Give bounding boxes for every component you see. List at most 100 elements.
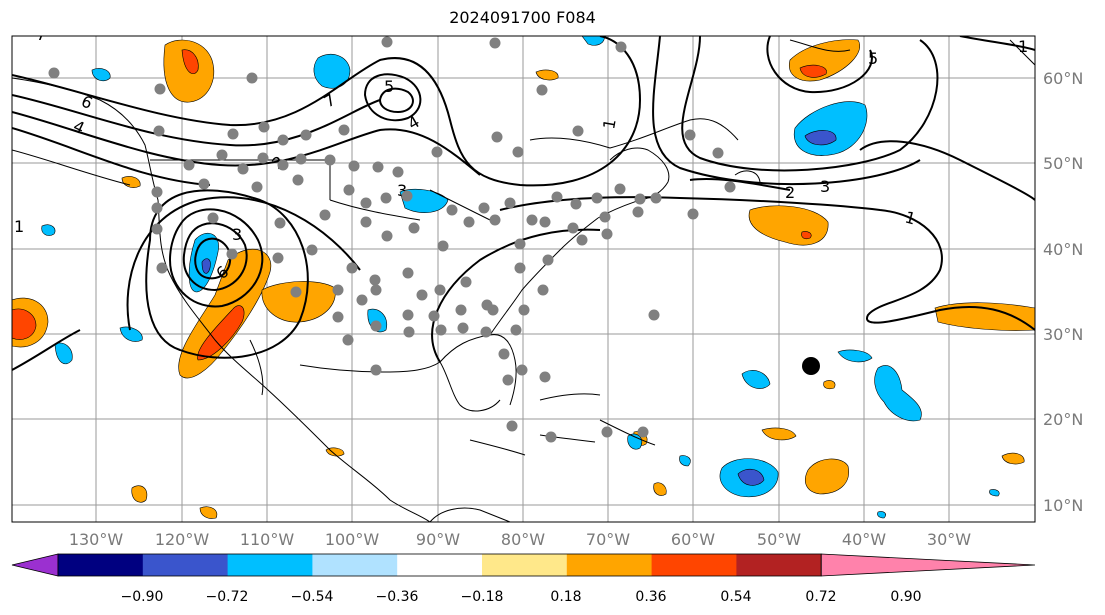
- latitude-label: 40°N: [1043, 240, 1083, 259]
- station-dot: [489, 214, 501, 226]
- station-dot: [257, 152, 269, 164]
- contour-label: 5: [384, 77, 394, 96]
- storm-center-marker: [802, 357, 820, 375]
- anomaly-negative-region: [989, 489, 1000, 497]
- colorbar-segment: [312, 554, 398, 576]
- station-dot: [539, 371, 551, 383]
- station-dot: [576, 234, 588, 246]
- station-dot: [274, 217, 286, 229]
- longitude-label: 110°W: [240, 530, 295, 549]
- anomaly-strong-positive-region: [12, 308, 37, 340]
- station-dot: [539, 216, 551, 228]
- station-dot: [370, 364, 382, 376]
- latitude-label: 20°N: [1043, 410, 1083, 429]
- station-dot: [599, 211, 611, 223]
- map-title: 2024091700 F084: [449, 8, 596, 27]
- station-dot: [514, 238, 526, 250]
- station-dot: [648, 309, 660, 321]
- station-dot: [403, 326, 415, 338]
- anomaly-positive-region: [805, 458, 849, 495]
- anomaly-negative-region: [91, 68, 111, 82]
- station-dot: [572, 125, 584, 137]
- station-dot: [401, 190, 413, 202]
- contour-label: 3: [820, 177, 830, 196]
- anomaly-positive-region: [535, 69, 559, 81]
- station-dot: [457, 322, 469, 334]
- contour-label: 2: [785, 183, 795, 202]
- longitude-label: 40°W: [842, 530, 886, 549]
- station-dot: [570, 198, 582, 210]
- latitude-axis: 60°N 50°N 40°N 30°N 20°N 10°N: [1043, 69, 1083, 515]
- contour-label: 3: [232, 225, 242, 244]
- station-dot: [463, 216, 475, 228]
- station-dot: [516, 364, 528, 376]
- station-dot: [498, 348, 510, 360]
- anomaly-positive-region: [761, 427, 797, 441]
- anomaly-negative-region: [313, 54, 351, 89]
- anomaly-negative-region: [877, 511, 886, 519]
- station-dot: [381, 36, 393, 48]
- colorbar-segment: [227, 554, 313, 576]
- longitude-label: 70°W: [586, 530, 630, 549]
- station-dot: [487, 304, 499, 316]
- station-dot: [434, 284, 446, 296]
- station-dot: [478, 202, 490, 214]
- contour-label: 1: [1018, 37, 1028, 56]
- station-dot: [369, 274, 381, 286]
- station-dot: [380, 192, 392, 204]
- station-dot: [650, 192, 662, 204]
- station-dot: [435, 324, 447, 336]
- anomaly-strong-positive-region: [181, 49, 199, 74]
- station-dot: [360, 197, 372, 209]
- colorbar-segment: [566, 554, 653, 576]
- station-dot: [372, 161, 384, 173]
- station-dot: [437, 240, 449, 252]
- latitude-label: 10°N: [1043, 496, 1083, 515]
- station-dot: [324, 154, 336, 166]
- anomaly-negative-region: [837, 349, 873, 363]
- station-dot: [290, 286, 302, 298]
- colorbar-segment: [397, 554, 483, 576]
- colorbar-tick-label: 0.18: [550, 589, 581, 605]
- anomaly-strong-positive-region: [799, 64, 827, 78]
- station-dot: [251, 181, 263, 193]
- latitude-label: 60°N: [1043, 69, 1083, 88]
- contour-label: 7: [36, 25, 46, 44]
- station-dot: [338, 124, 350, 136]
- station-dot: [370, 320, 382, 332]
- station-dot: [402, 309, 414, 321]
- station-dot: [537, 284, 549, 296]
- colorbar-tick-label: −0.90: [121, 589, 164, 605]
- station-dot: [342, 334, 354, 346]
- anomaly-strong-negative-region: [737, 468, 765, 486]
- station-dot: [542, 254, 554, 266]
- longitude-label: 90°W: [416, 530, 460, 549]
- anomaly-strong-positive-region: [801, 231, 812, 240]
- colorbar-segment: [651, 554, 737, 576]
- anomaly-positive-region: [1001, 452, 1025, 465]
- station-dot: [614, 183, 626, 195]
- station-dot: [634, 193, 646, 205]
- station-dot: [591, 192, 603, 204]
- station-dot: [460, 276, 472, 288]
- station-dot: [446, 204, 458, 216]
- colorbar-segment: [736, 554, 822, 576]
- station-dot: [724, 181, 736, 193]
- station-dot: [510, 324, 522, 336]
- colorbar-extend-low: [11, 553, 59, 577]
- station-dot: [491, 131, 503, 143]
- longitude-label: 100°W: [325, 530, 380, 549]
- anomaly-negative-region: [679, 455, 691, 467]
- station-dot: [712, 147, 724, 159]
- longitude-axis: 130°W 120°W 110°W 100°W 90°W 80°W 70°W 6…: [69, 530, 971, 549]
- station-dot: [601, 426, 613, 438]
- colorbar-segment: [58, 554, 144, 576]
- station-dot: [402, 267, 414, 279]
- station-dot: [332, 311, 344, 323]
- colorbar-extend-high: [820, 553, 1036, 577]
- station-dot: [536, 84, 548, 96]
- station-dot: [615, 41, 627, 53]
- station-dot: [332, 284, 344, 296]
- anomaly-negative-region: [54, 342, 73, 365]
- station-dot: [319, 209, 331, 221]
